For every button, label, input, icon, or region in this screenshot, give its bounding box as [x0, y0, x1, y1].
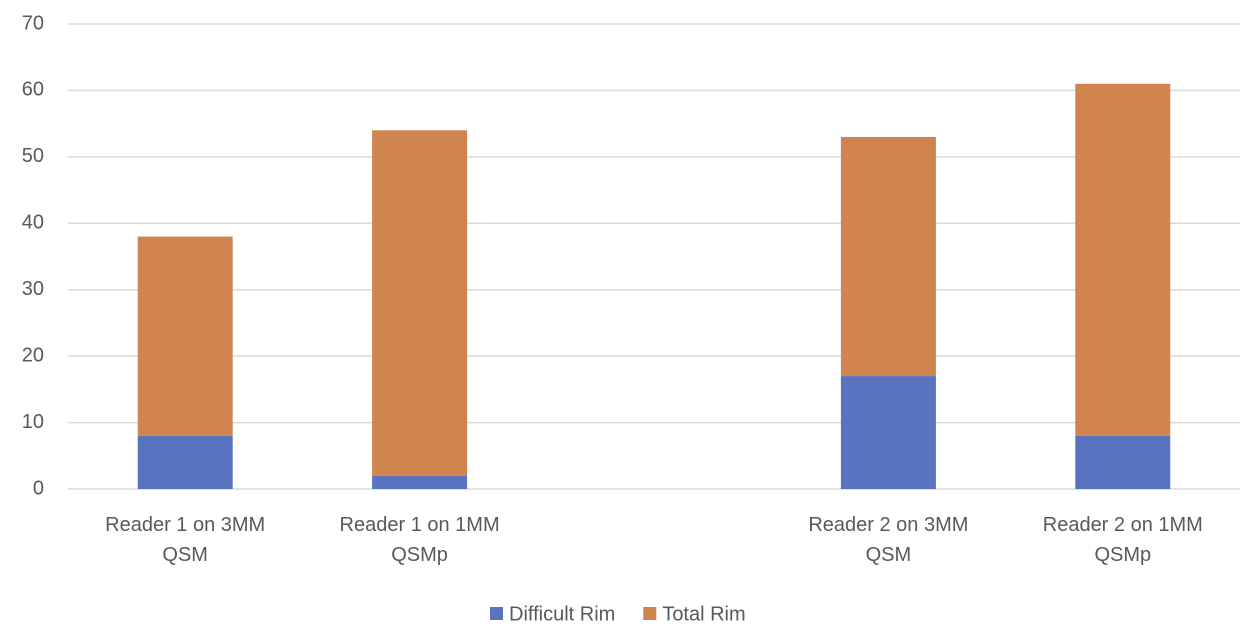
bar-segment [137, 236, 233, 436]
x-tick-label: Reader 1 on 1MM QSMp [339, 514, 500, 566]
legend-label: Total Rim [662, 603, 745, 625]
legend-swatch [490, 607, 503, 620]
bar-segment [1075, 83, 1171, 436]
y-tick-label: 30 [22, 278, 44, 300]
y-tick-label: 20 [22, 344, 44, 366]
bar-segment [372, 475, 468, 489]
y-tick-label: 10 [22, 411, 44, 433]
bar-segment [840, 136, 936, 377]
y-tick-label: 70 [22, 12, 44, 34]
x-tick-label: Reader 2 on 3MM QSM [808, 514, 969, 566]
x-tick-label: Reader 2 on 1MM QSMp [1042, 514, 1203, 566]
bar-segment [372, 130, 468, 476]
bar-segment [840, 376, 936, 489]
legend-swatch [643, 607, 657, 620]
y-tick-label: 50 [22, 145, 44, 167]
x-tick-label: Reader 1 on 3MM QSM [105, 514, 266, 566]
y-tick-label: 0 [33, 477, 44, 499]
bar-segment [137, 435, 233, 489]
legend-label: Difficult Rim [509, 603, 615, 625]
y-tick-label: 40 [22, 212, 44, 234]
y-tick-label: 60 [22, 79, 44, 101]
bar-segment [1075, 435, 1171, 489]
